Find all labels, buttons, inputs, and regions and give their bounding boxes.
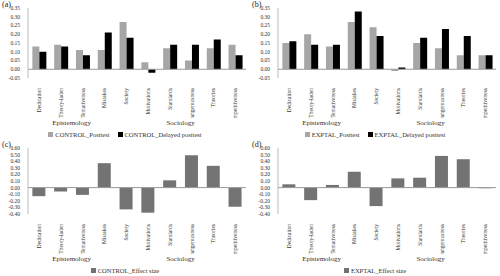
- svg-text:Theories: Theories: [460, 88, 466, 107]
- html-text:CONTROL_Effect size: CONTROL_Effect size: [97, 266, 160, 274]
- svg-text:Society: Society: [373, 224, 379, 241]
- svg-text:Mistakes: Mistakes: [351, 88, 357, 108]
- svg-text:Theory-laden: Theory-laden: [308, 224, 314, 254]
- svg-text:Dangerousness: Dangerousness: [189, 224, 195, 254]
- svg-text:0.20: 0.20: [260, 171, 270, 177]
- svg-text:0.50: 0.50: [10, 152, 20, 158]
- svg-text:-0.40: -0.40: [259, 211, 271, 217]
- svg-text:0.05: 0.05: [260, 57, 270, 63]
- svg-text:Standards: Standards: [167, 224, 173, 246]
- svg-text:0.30: 0.30: [10, 14, 20, 20]
- svg-text:0.20: 0.20: [260, 31, 270, 37]
- svg-text:-0.10: -0.10: [259, 191, 271, 197]
- svg-text:0.00: 0.00: [260, 185, 270, 191]
- svg-text:Dedication: Dedication: [36, 224, 42, 248]
- svg-text:-0.40: -0.40: [9, 211, 21, 217]
- svg-text:Motivations: Motivations: [395, 224, 401, 251]
- html-text:EXPTAL_Delayed posttest: EXPTAL_Delayed posttest: [374, 130, 446, 138]
- svg-text:-0.05: -0.05: [9, 75, 21, 81]
- svg-text:Competitiveness: Competitiveness: [232, 224, 238, 254]
- svg-text:Theory-laden: Theory-laden: [58, 224, 64, 254]
- svg-text:Motivations: Motivations: [145, 224, 151, 251]
- html-text:(b): (b): [252, 0, 262, 9]
- svg-text:-0.30: -0.30: [259, 204, 271, 210]
- svg-text:0.00: 0.00: [260, 66, 270, 72]
- svg-text:0.60: 0.60: [260, 145, 270, 151]
- svg-text:0.40: 0.40: [10, 158, 20, 164]
- html-text:(c): (c): [2, 140, 11, 149]
- svg-text:Theory-laden: Theory-laden: [58, 88, 64, 118]
- svg-text:0.50: 0.50: [260, 152, 270, 158]
- svg-text:Society: Society: [373, 88, 379, 105]
- svg-text:Society: Society: [123, 224, 129, 241]
- svg-text:Competitiveness: Competitiveness: [482, 224, 488, 254]
- html-text:CONTROL_Posttest: CONTROL_Posttest: [55, 130, 110, 138]
- svg-text:0.40: 0.40: [260, 158, 270, 164]
- svg-text:-0.20: -0.20: [9, 198, 21, 204]
- svg-text:0.20: 0.20: [10, 171, 20, 177]
- svg-text:Dangerousness: Dangerousness: [439, 88, 445, 118]
- svg-text:0.30: 0.30: [10, 165, 20, 171]
- html-text:Sociology: Sociology: [416, 119, 445, 127]
- html-text:(d): (d): [252, 140, 262, 149]
- svg-text:Mistakes: Mistakes: [101, 88, 107, 108]
- svg-text:Standards: Standards: [417, 88, 423, 110]
- svg-text:0.10: 0.10: [260, 178, 270, 184]
- svg-text:0.05: 0.05: [10, 57, 20, 63]
- svg-text:Theories: Theories: [210, 224, 216, 243]
- svg-text:0.10: 0.10: [10, 49, 20, 55]
- html-text:Epistemology: Epistemology: [302, 255, 341, 263]
- svg-text:0.25: 0.25: [10, 22, 20, 28]
- svg-text:Tentativeness: Tentativeness: [80, 224, 86, 254]
- svg-text:Theory-laden: Theory-laden: [308, 88, 314, 118]
- html-text:Sociology: Sociology: [166, 119, 195, 127]
- svg-text:0.60: 0.60: [10, 145, 20, 151]
- svg-text:Tentativeness: Tentativeness: [330, 88, 336, 118]
- html-text:Sociology: Sociology: [166, 255, 195, 263]
- svg-text:0.25: 0.25: [260, 22, 270, 28]
- svg-text:0.30: 0.30: [260, 165, 270, 171]
- svg-text:Dangerousness: Dangerousness: [439, 224, 445, 254]
- svg-text:-0.10: -0.10: [9, 191, 21, 197]
- html-text:Epistemology: Epistemology: [52, 119, 91, 127]
- svg-text:Mistakes: Mistakes: [101, 224, 107, 244]
- html-text:EXPTAL_Effect size: EXPTAL_Effect size: [350, 266, 407, 274]
- svg-text:0.30: 0.30: [260, 14, 270, 20]
- svg-text:Dangerousness: Dangerousness: [189, 88, 195, 118]
- svg-text:Dedication: Dedication: [36, 88, 42, 112]
- svg-text:0.35: 0.35: [260, 5, 270, 11]
- html-text:Epistemology: Epistemology: [302, 119, 341, 127]
- svg-text:0.10: 0.10: [10, 178, 20, 184]
- svg-text:-0.30: -0.30: [9, 204, 21, 210]
- svg-text:Dedication: Dedication: [286, 88, 292, 112]
- svg-text:0.15: 0.15: [10, 40, 20, 46]
- svg-text:Motivations: Motivations: [395, 88, 401, 115]
- html-text:Sociology: Sociology: [416, 255, 445, 263]
- svg-text:0.00: 0.00: [10, 185, 20, 191]
- html-text:(a): (a): [2, 0, 11, 9]
- svg-text:0.20: 0.20: [10, 31, 20, 37]
- svg-text:Tentativeness: Tentativeness: [330, 224, 336, 254]
- svg-text:Standards: Standards: [167, 88, 173, 110]
- svg-text:Tentativeness: Tentativeness: [80, 88, 86, 118]
- html-text:Epistemology: Epistemology: [52, 255, 91, 263]
- svg-text:Standards: Standards: [417, 224, 423, 246]
- svg-text:0.10: 0.10: [260, 49, 270, 55]
- svg-text:0.35: 0.35: [10, 5, 20, 11]
- svg-text:0.00: 0.00: [10, 66, 20, 72]
- svg-text:Theories: Theories: [460, 224, 466, 243]
- svg-text:-0.20: -0.20: [259, 198, 271, 204]
- svg-text:Motivations: Motivations: [145, 88, 151, 115]
- svg-text:Society: Society: [123, 88, 129, 105]
- svg-text:Theories: Theories: [210, 88, 216, 107]
- svg-text:Mistakes: Mistakes: [351, 224, 357, 244]
- svg-text:-0.05: -0.05: [259, 75, 271, 81]
- svg-text:Dedication: Dedication: [286, 224, 292, 248]
- svg-text:Competitiveness: Competitiveness: [482, 88, 488, 118]
- svg-text:0.15: 0.15: [260, 40, 270, 46]
- html-text:EXPTAL_Posttest: EXPTAL_Posttest: [311, 130, 360, 138]
- svg-text:Competitiveness: Competitiveness: [232, 88, 238, 118]
- html-text:CONTROL_Delayed posttest: CONTROL_Delayed posttest: [124, 130, 202, 138]
